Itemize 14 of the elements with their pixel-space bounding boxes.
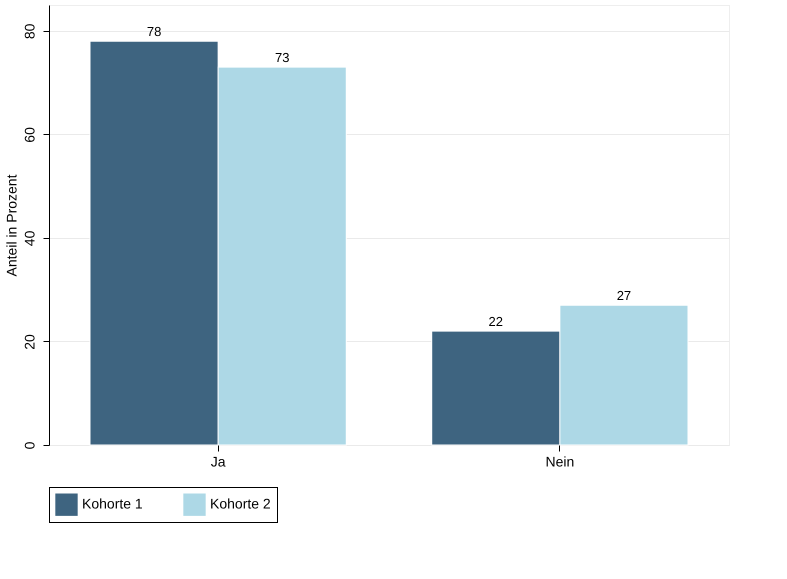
y-tick-label: 80: [22, 23, 38, 40]
legend-label: Kohorte 1: [82, 496, 143, 512]
y-tick-label: 60: [22, 126, 38, 143]
y-tick-label: 20: [22, 334, 38, 350]
x-tick-label: Nein: [545, 454, 574, 470]
y-axis-title: Anteil in Prozent: [4, 174, 20, 276]
data-label: 27: [616, 288, 632, 304]
data-label: 78: [146, 24, 162, 40]
legend-label: Kohorte 2: [210, 496, 271, 512]
data-label: 73: [274, 50, 290, 66]
x-tick-label: Ja: [210, 454, 226, 470]
data-label: 22: [488, 314, 504, 330]
y-tick-label: 0: [22, 441, 38, 450]
y-tick-label: 40: [22, 230, 38, 246]
